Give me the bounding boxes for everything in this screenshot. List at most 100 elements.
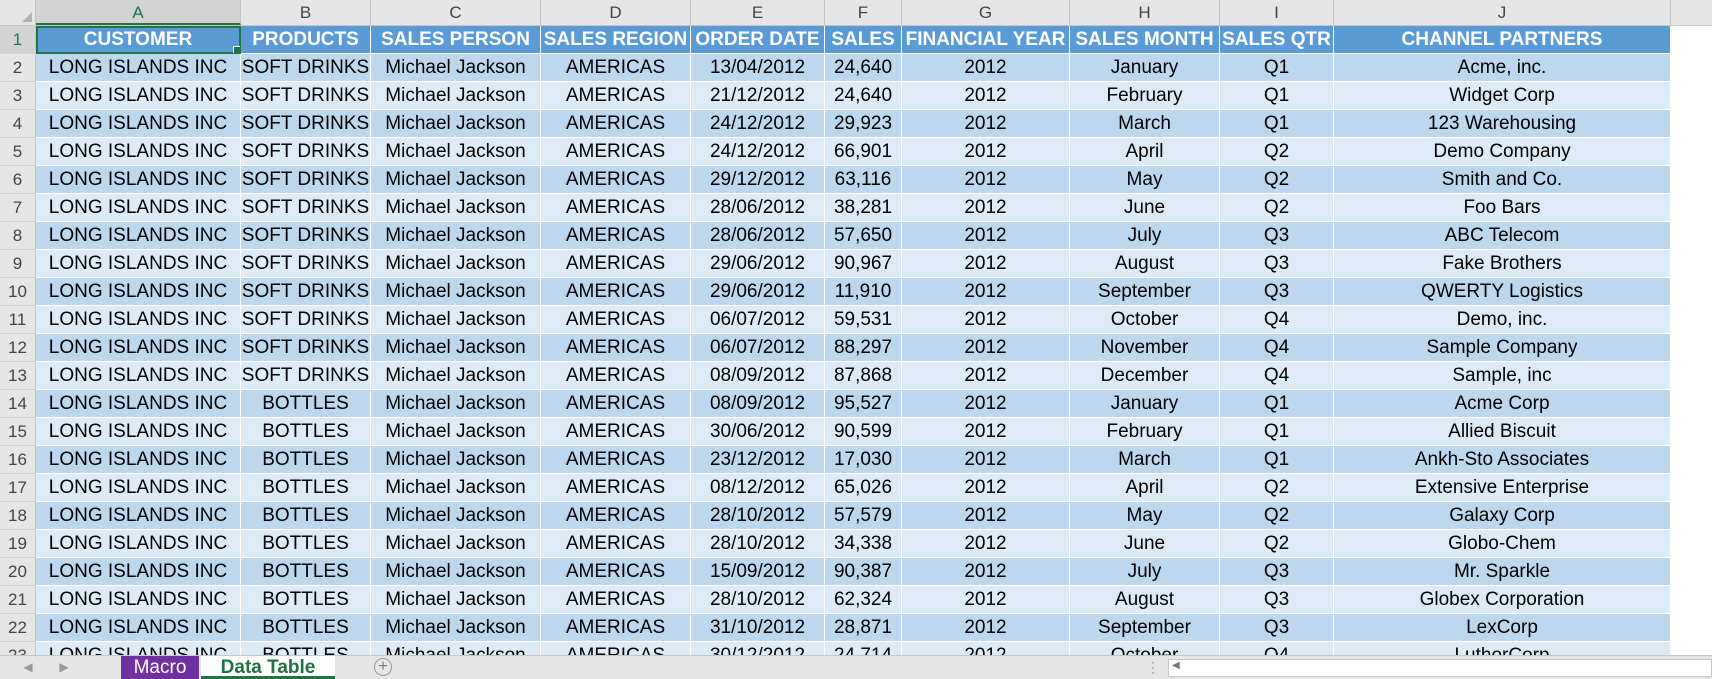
table-cell[interactable]: LexCorp	[1334, 614, 1671, 642]
chevron-left-icon[interactable]: ◀	[1172, 660, 1180, 671]
table-cell[interactable]: Acme Corp	[1334, 390, 1671, 418]
row-header[interactable]: 4	[0, 110, 36, 138]
table-cell[interactable]: AMERICAS	[541, 110, 691, 138]
plus-circle-icon[interactable]: +	[374, 658, 392, 676]
table-cell[interactable]: AMERICAS	[541, 222, 691, 250]
row-header[interactable]: 11	[0, 306, 36, 334]
empty-cell[interactable]	[1671, 194, 1712, 222]
table-cell[interactable]: Michael Jackson	[371, 446, 541, 474]
table-cell[interactable]: August	[1070, 586, 1220, 614]
table-cell[interactable]: 87,868	[825, 362, 902, 390]
row-header[interactable]: 18	[0, 502, 36, 530]
empty-cell[interactable]	[1671, 110, 1712, 138]
table-cell[interactable]: Michael Jackson	[371, 530, 541, 558]
table-cell[interactable]: LONG ISLANDS INC	[36, 306, 241, 334]
table-cell[interactable]: SOFT DRINKS	[241, 278, 371, 306]
table-cell[interactable]: LONG ISLANDS INC	[36, 642, 241, 655]
empty-cell[interactable]	[1671, 278, 1712, 306]
table-cell[interactable]: BOTTLES	[241, 558, 371, 586]
table-cell[interactable]: 28/10/2012	[691, 586, 825, 614]
table-cell[interactable]: Michael Jackson	[371, 222, 541, 250]
table-cell[interactable]: SOFT DRINKS	[241, 306, 371, 334]
row-header[interactable]: 14	[0, 390, 36, 418]
empty-cell[interactable]	[1671, 558, 1712, 586]
table-cell[interactable]: 23/12/2012	[691, 446, 825, 474]
row-header[interactable]: 9	[0, 250, 36, 278]
table-cell[interactable]: LONG ISLANDS INC	[36, 474, 241, 502]
table-cell[interactable]: 2012	[902, 194, 1070, 222]
header-cell[interactable]: SALES REGION	[541, 26, 691, 54]
table-cell[interactable]: LONG ISLANDS INC	[36, 362, 241, 390]
table-cell[interactable]: June	[1070, 194, 1220, 222]
table-cell[interactable]: Demo, inc.	[1334, 306, 1671, 334]
empty-cell[interactable]	[1671, 474, 1712, 502]
table-cell[interactable]: 2012	[902, 502, 1070, 530]
row-header[interactable]: 10	[0, 278, 36, 306]
table-cell[interactable]: QWERTY Logistics	[1334, 278, 1671, 306]
empty-cell[interactable]	[1671, 26, 1712, 54]
table-cell[interactable]: Q1	[1220, 418, 1334, 446]
table-cell[interactable]: Acme, inc.	[1334, 54, 1671, 82]
table-cell[interactable]: 06/07/2012	[691, 334, 825, 362]
table-cell[interactable]: AMERICAS	[541, 138, 691, 166]
row-header[interactable]: 21	[0, 586, 36, 614]
empty-cell[interactable]	[1671, 642, 1712, 655]
table-cell[interactable]: 2012	[902, 446, 1070, 474]
table-cell[interactable]: Globex Corporation	[1334, 586, 1671, 614]
table-cell[interactable]: Q1	[1220, 390, 1334, 418]
row-header[interactable]: 1	[0, 26, 36, 54]
table-cell[interactable]: Foo Bars	[1334, 194, 1671, 222]
table-cell[interactable]: AMERICAS	[541, 418, 691, 446]
table-cell[interactable]: January	[1070, 54, 1220, 82]
table-cell[interactable]: AMERICAS	[541, 558, 691, 586]
row-header[interactable]: 22	[0, 614, 36, 642]
row-header[interactable]: 15	[0, 418, 36, 446]
table-cell[interactable]: Q1	[1220, 110, 1334, 138]
table-cell[interactable]: 08/09/2012	[691, 390, 825, 418]
table-cell[interactable]: LONG ISLANDS INC	[36, 530, 241, 558]
table-cell[interactable]: AMERICAS	[541, 306, 691, 334]
table-cell[interactable]: Michael Jackson	[371, 54, 541, 82]
sheet-tab-macro[interactable]: Macro	[121, 656, 199, 679]
table-cell[interactable]: Michael Jackson	[371, 474, 541, 502]
table-cell[interactable]: LONG ISLANDS INC	[36, 558, 241, 586]
table-cell[interactable]: BOTTLES	[241, 474, 371, 502]
table-cell[interactable]: 2012	[902, 250, 1070, 278]
table-cell[interactable]: BOTTLES	[241, 642, 371, 655]
table-cell[interactable]: SOFT DRINKS	[241, 334, 371, 362]
table-cell[interactable]: November	[1070, 334, 1220, 362]
table-cell[interactable]: BOTTLES	[241, 446, 371, 474]
table-cell[interactable]: May	[1070, 166, 1220, 194]
table-cell[interactable]: SOFT DRINKS	[241, 222, 371, 250]
row-header[interactable]: 2	[0, 54, 36, 82]
row-header[interactable]: 23	[0, 642, 36, 655]
table-cell[interactable]: Q2	[1220, 194, 1334, 222]
table-cell[interactable]: 29,923	[825, 110, 902, 138]
table-cell[interactable]: LONG ISLANDS INC	[36, 166, 241, 194]
table-cell[interactable]: 2012	[902, 306, 1070, 334]
row-header[interactable]: 12	[0, 334, 36, 362]
table-cell[interactable]: 2012	[902, 334, 1070, 362]
table-cell[interactable]: LONG ISLANDS INC	[36, 586, 241, 614]
table-cell[interactable]: 66,901	[825, 138, 902, 166]
table-cell[interactable]: February	[1070, 418, 1220, 446]
select-all-corner[interactable]	[0, 0, 36, 25]
table-cell[interactable]: 123 Warehousing	[1334, 110, 1671, 138]
table-cell[interactable]: Demo Company	[1334, 138, 1671, 166]
table-cell[interactable]: 90,387	[825, 558, 902, 586]
tab-scroll-right-icon[interactable]: ▶	[59, 660, 69, 674]
table-cell[interactable]: 2012	[902, 586, 1070, 614]
table-cell[interactable]: LONG ISLANDS INC	[36, 614, 241, 642]
empty-cell[interactable]	[1671, 362, 1712, 390]
table-cell[interactable]: 62,324	[825, 586, 902, 614]
table-cell[interactable]: 2012	[902, 558, 1070, 586]
table-cell[interactable]: BOTTLES	[241, 614, 371, 642]
tab-scroll-left-icon[interactable]: ◀	[23, 660, 33, 674]
table-cell[interactable]: Q3	[1220, 222, 1334, 250]
empty-cell[interactable]	[1671, 222, 1712, 250]
column-header[interactable]: F	[825, 0, 902, 25]
table-cell[interactable]: 30/06/2012	[691, 418, 825, 446]
table-cell[interactable]: LONG ISLANDS INC	[36, 138, 241, 166]
header-cell[interactable]: ORDER DATE	[691, 26, 825, 54]
table-cell[interactable]: LONG ISLANDS INC	[36, 110, 241, 138]
